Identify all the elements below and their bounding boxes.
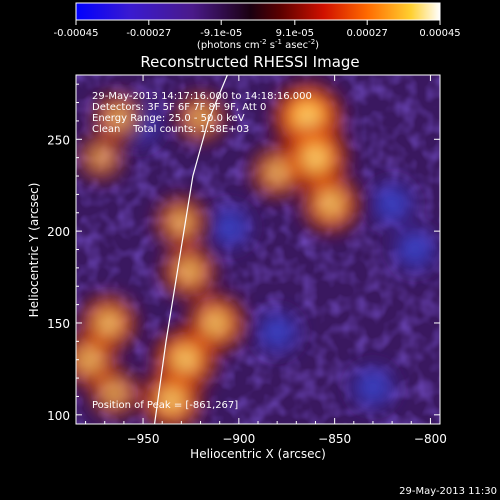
peak-position-label: Position of Peak = [-861,267] (92, 400, 238, 411)
bright-region (297, 170, 365, 238)
y-axis-label: Heliocentric Y (arcsec) (27, 183, 41, 318)
solar-limb-line (153, 75, 228, 424)
colorbar-tick-label: 9.1e-05 (276, 28, 314, 39)
colorbar-tick-label: 0.00027 (347, 28, 388, 39)
annotation-detectors: Detectors: 3F 5F 6F 7F 8F 9F, Att 0 (92, 102, 266, 113)
colorbar-units: (photons cm-2 s-1 asec-2) (197, 38, 319, 51)
bright-region (172, 88, 229, 146)
y-tick-label: 150 (47, 317, 70, 331)
x-tick-label: −950 (127, 432, 160, 446)
colorbar-tick-label: -0.00027 (126, 28, 171, 39)
annotation-energy-range: Energy Range: 25.0 - 50.0 keV (92, 113, 245, 124)
y-tick-label: 250 (47, 133, 70, 147)
bright-region (76, 131, 127, 184)
x-tick-label: −800 (414, 432, 447, 446)
colorbar: -0.00045 -0.00027 -9.1e-05 9.1e-05 0.00027 0.… (54, 2, 461, 51)
x-axis-ticks: −950 −900 −850 −800 (85, 75, 447, 446)
footer-timestamp: 29-May-2013 11:30 (399, 486, 497, 497)
x-tick-label: −850 (318, 432, 351, 446)
annotation-block: 29-May-2013 14:17:16.000 to 14:18:16.000… (92, 91, 312, 135)
y-axis-ticks: 100 150 200 250 (47, 83, 440, 423)
colorbar-gradient (75, 2, 441, 21)
colorbar-tick-label: -9.1e-05 (200, 28, 242, 39)
x-axis-label: Heliocentric X (arcsec) (190, 447, 326, 461)
bright-region (89, 88, 147, 146)
colorbar-ticks: -0.00045 -0.00027 -9.1e-05 9.1e-05 0.00027 0.… (54, 20, 461, 39)
colorbar-tick-label: 0.00045 (419, 28, 460, 39)
x-tick-label: −900 (222, 432, 255, 446)
bright-region (247, 142, 307, 202)
chart-title: Reconstructed RHESSI Image (140, 53, 359, 71)
cold-region (251, 306, 304, 359)
bright-region (151, 192, 211, 252)
y-tick-label: 100 (47, 409, 70, 423)
y-tick-label: 200 (47, 225, 70, 239)
colorbar-tick-label: -0.00045 (54, 28, 99, 39)
annotation-time-range: 29-May-2013 14:17:16.000 to 14:18:16.000 (92, 91, 312, 102)
cold-region (346, 361, 399, 414)
heatmap-image (76, 75, 440, 424)
bright-region (158, 240, 220, 303)
cold-region (389, 223, 440, 276)
cold-region (366, 177, 419, 230)
bright-region (136, 365, 207, 424)
bright-region (86, 364, 143, 422)
annotation-clean-counts: Clean Total counts: 1.58E+03 (92, 124, 249, 135)
cold-region (203, 201, 256, 254)
